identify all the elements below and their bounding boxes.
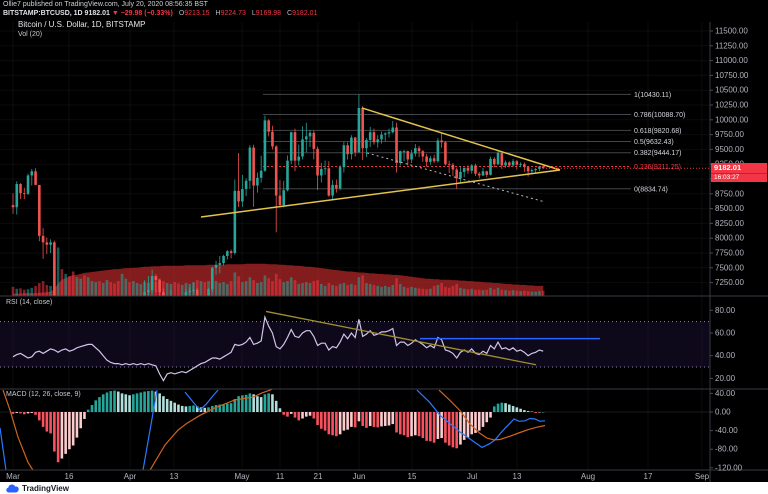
- volume-study: [11, 247, 545, 296]
- axis-tick-label: 80.00: [715, 306, 736, 315]
- axis-tick-label: 8500.00: [715, 204, 744, 213]
- last-price-badge: 9182.01 16:03:27: [711, 163, 767, 182]
- fib-level-label: 0.618(9820.68): [634, 128, 681, 135]
- time-axis-label: 13: [513, 472, 522, 481]
- chart-legend[interactable]: Bitcoin / U.S. Dollar, 1D, BITSTAMP: [18, 20, 146, 29]
- drawings: [200, 107, 710, 218]
- axis-tick-label: 0.00: [715, 408, 731, 417]
- axis-tick-label: 8250.00: [715, 219, 744, 228]
- macd-line: [142, 389, 158, 470]
- publish-caption: Ollie7 published on TradingView.com, Jul…: [3, 1, 208, 8]
- low-label: L: [251, 10, 256, 17]
- rsi-trendline[interactable]: [265, 310, 537, 366]
- axis-tick-label: 10250.00: [715, 101, 749, 110]
- axis-tick-label: 9500.00: [715, 145, 744, 154]
- macd-line: [184, 389, 219, 411]
- fib-retracement: 1(10430.11) 0.786(10088.70) 0.618(9820.68)…: [263, 92, 685, 193]
- time-axis-label: 13: [170, 472, 179, 481]
- last-price: 9182.01: [84, 10, 110, 17]
- macd-pane[interactable]: [0, 389, 710, 470]
- rsi-line: [12, 314, 544, 382]
- time-axis-label: Mar: [6, 472, 20, 481]
- symbol-name: BITSTAMP:BTCUSD, 1D: [3, 10, 83, 17]
- time-axis-label: Aug: [581, 472, 595, 481]
- time-axis-label: 21: [314, 472, 323, 481]
- time-axis-label: Jun: [353, 472, 366, 481]
- close-value: 9182.01: [292, 10, 318, 17]
- low-value: 9169.98: [255, 10, 282, 17]
- time-axis-label: 17: [644, 472, 653, 481]
- macd-signal-line: [2, 389, 34, 470]
- macd-signal-line: [438, 389, 546, 441]
- badge-price: 9182.01: [711, 163, 767, 173]
- fib-level-label: 0(8834.74): [634, 186, 668, 193]
- axis-tick-label: 9750.00: [715, 130, 744, 139]
- time-axis-label: May: [234, 472, 249, 481]
- time-axis[interactable]: Mar 16 Apr 13 May 11 21 Jun 15 Jul 13 Aug 17 Sep: [6, 472, 710, 481]
- triangle-lower[interactable]: [200, 169, 561, 218]
- macd-line: [0, 427, 7, 470]
- fib-level-label: 0.5(9632.43): [634, 139, 674, 146]
- rsi-pane[interactable]: [0, 296, 710, 389]
- rsi-plot: [12, 310, 600, 382]
- candlestick-series: [11, 94, 545, 296]
- time-axis-label: Sep: [695, 472, 710, 481]
- axis-tick-label: 10750.00: [715, 71, 749, 80]
- badge-countdown: 16:03:27: [711, 173, 767, 182]
- open-label: O: [178, 10, 185, 17]
- axis-tick-label: 8750.00: [715, 189, 744, 198]
- symbol-ohlc-strip: BITSTAMP:BTCUSD, 1D 9182.01 ▼ −29.98 (−0…: [3, 10, 317, 17]
- volume-indicator-legend[interactable]: Vol (20): [18, 31, 43, 38]
- axis-tick-label: -80.00: [715, 445, 738, 454]
- fib-level-label: 0.786(10088.70): [634, 112, 685, 119]
- dotted-trendline[interactable]: [366, 152, 546, 203]
- price-axis[interactable]: 11500.00 11250.00 11000.00 10750.00 10500.00…: [710, 27, 749, 473]
- fib-level-label: 0.382(9444.17): [634, 150, 681, 157]
- time-axis-label: Apr: [124, 472, 137, 481]
- high-value: 9224.73: [220, 10, 246, 17]
- axis-tick-label: 11000.00: [715, 56, 748, 65]
- high-label: H: [215, 10, 221, 17]
- macd-line: [416, 389, 546, 449]
- price-change: −29.98 (−0.33%): [120, 10, 173, 17]
- grid: [0, 22, 710, 470]
- time-axis-label: 11: [276, 472, 285, 481]
- tradingview-wordmark[interactable]: TradingView: [22, 483, 69, 493]
- axis-tick-label: -120.00: [715, 463, 743, 472]
- open-value: 9213.15: [184, 10, 210, 17]
- axis-tick-label: 60.00: [715, 329, 736, 338]
- macd-plot: [0, 389, 710, 470]
- time-axis-label: 16: [65, 472, 74, 481]
- axis-tick-label: 40.00: [715, 351, 736, 360]
- axis-tick-label: 20.00: [715, 374, 736, 383]
- axis-tick-label: 7250.00: [715, 278, 744, 287]
- axis-tick-label: 40.00: [715, 389, 736, 398]
- axis-tick-label: 7750.00: [715, 249, 744, 258]
- close-label: C: [287, 10, 293, 17]
- axis-tick-label: 11250.00: [715, 41, 748, 50]
- pane-separators: [0, 22, 768, 482]
- down-arrow-icon: ▼: [111, 10, 119, 17]
- fib-level-label: 0.236(9211.25): [634, 164, 681, 171]
- tradingview-cloud-icon[interactable]: [6, 484, 19, 493]
- triangle-upper[interactable]: [361, 107, 561, 171]
- axis-tick-label: 8000.00: [715, 234, 744, 243]
- rsi-indicator-legend[interactable]: RSI (14, close): [6, 299, 53, 306]
- main-pane[interactable]: [0, 22, 710, 296]
- macd-indicator-legend[interactable]: MACD (12, 26, close, 9): [6, 391, 81, 398]
- axis-tick-label: 10500.00: [715, 86, 749, 95]
- fib-level-label: 1(10430.11): [634, 92, 671, 99]
- axis-tick-label: 10000.00: [715, 115, 749, 124]
- footer-bar: TradingView: [0, 482, 768, 494]
- time-axis-label: 15: [408, 472, 417, 481]
- axis-tick-label: 7500.00: [715, 263, 744, 272]
- time-axis-label: Jul: [467, 472, 477, 481]
- axis-tick-label: -40.00: [715, 426, 738, 435]
- axis-tick-label: 11500.00: [715, 27, 748, 36]
- macd-signal-line: [149, 389, 274, 470]
